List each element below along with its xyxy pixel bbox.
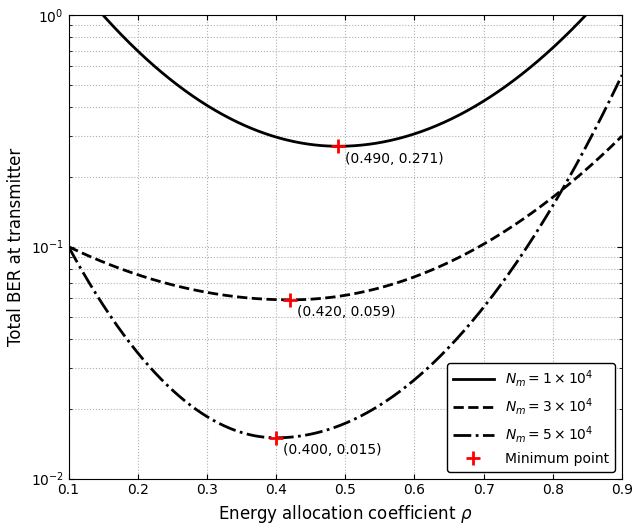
- Text: (0.420, 0.059): (0.420, 0.059): [297, 305, 396, 319]
- Text: (0.400, 0.015): (0.400, 0.015): [283, 443, 381, 457]
- X-axis label: Energy allocation coefficient $\rho$: Energy allocation coefficient $\rho$: [218, 503, 472, 525]
- Text: (0.490, 0.271): (0.490, 0.271): [346, 152, 444, 165]
- Legend: $N_m = 1 \times 10^4$, $N_m = 3 \times 10^4$, $N_m = 5 \times 10^4$, Minimum poi: $N_m = 1 \times 10^4$, $N_m = 3 \times 1…: [447, 363, 615, 472]
- Y-axis label: Total BER at transmitter: Total BER at transmitter: [7, 147, 25, 346]
